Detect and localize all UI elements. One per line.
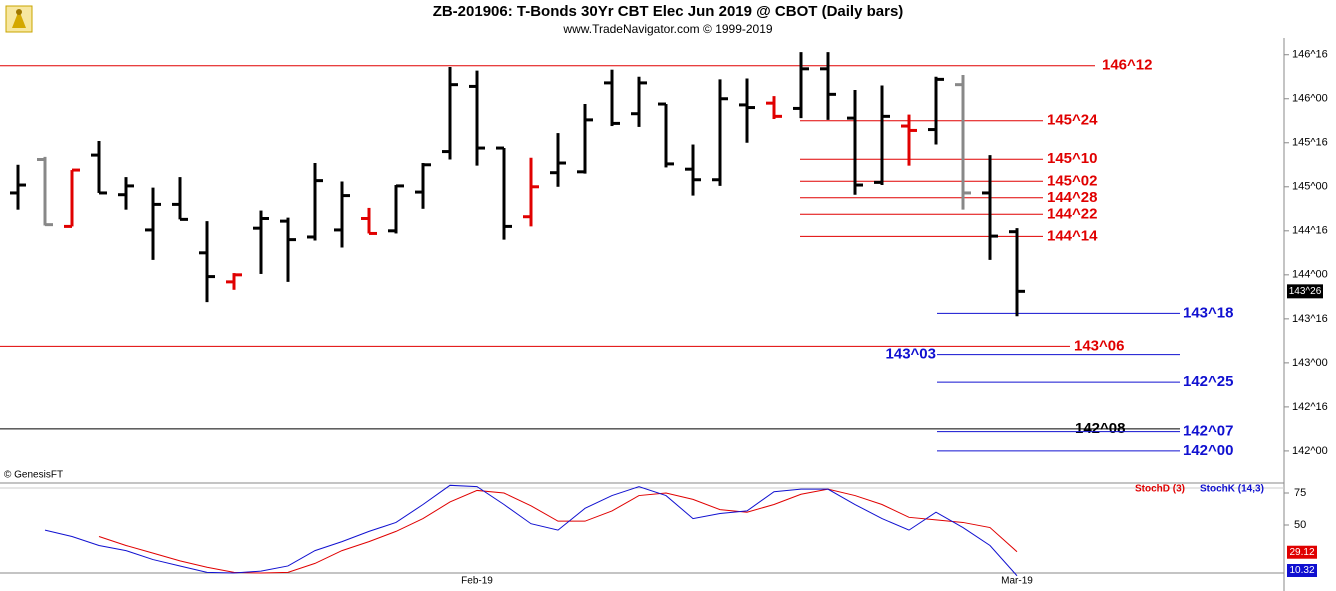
level-label: 143^18 <box>1183 304 1233 321</box>
level-label: 143^06 <box>1074 337 1124 354</box>
y-tick-label: 142^00 <box>1292 445 1328 457</box>
level-label: 145^10 <box>1047 150 1097 167</box>
y-tick-label: 75 <box>1294 487 1306 499</box>
last-value-label: 10.32 <box>1289 565 1314 576</box>
logo <box>5 5 33 33</box>
y-tick-label: 142^16 <box>1292 401 1328 413</box>
y-tick-label: 146^00 <box>1292 93 1328 105</box>
level-label: 142^08 <box>1075 420 1125 437</box>
y-tick-label: 144^00 <box>1292 269 1328 281</box>
level-label: 146^12 <box>1102 57 1152 74</box>
level-label: 142^07 <box>1183 423 1233 440</box>
x-tick-label: Feb-19 <box>461 576 493 587</box>
y-tick-label: 145^00 <box>1292 181 1328 193</box>
stoch-line <box>98 488 1018 574</box>
last-price-box <box>1287 284 1323 299</box>
x-tick-label: Mar-19 <box>1001 576 1033 587</box>
level-label: 144^22 <box>1047 205 1097 222</box>
stoch-line <box>44 484 1018 577</box>
level-label: 144^28 <box>1047 189 1097 206</box>
y-tick-label: 145^16 <box>1292 137 1328 149</box>
y-tick-label: 143^00 <box>1292 357 1328 369</box>
legend-label: StochK (14,3) <box>1200 484 1264 495</box>
y-tick-label: 144^16 <box>1292 225 1328 237</box>
legend-label: StochD (3) <box>1135 484 1185 495</box>
y-tick-label: 143^16 <box>1292 313 1328 325</box>
level-label: 144^14 <box>1047 227 1098 244</box>
level-label: 145^24 <box>1047 112 1098 129</box>
source-note: © GenesisFT <box>4 470 63 481</box>
level-label: 142^25 <box>1183 373 1233 390</box>
last-value-label: 29.12 <box>1289 547 1314 558</box>
level-label: 145^02 <box>1047 172 1097 189</box>
level-label: 142^00 <box>1183 442 1233 459</box>
last-value-box <box>1287 564 1317 577</box>
last-value-box <box>1287 545 1317 559</box>
chart-title: ZB-201906: T-Bonds 30Yr CBT Elec Jun 201… <box>433 3 904 20</box>
y-tick-label: 146^16 <box>1292 49 1328 61</box>
level-label: 143^03 <box>886 346 936 363</box>
chart-subtitle: www.TradeNavigator.com © 1999-2019 <box>562 22 772 36</box>
y-tick-label: 50 <box>1294 519 1306 531</box>
last-price-label: 143^26 <box>1289 286 1322 297</box>
